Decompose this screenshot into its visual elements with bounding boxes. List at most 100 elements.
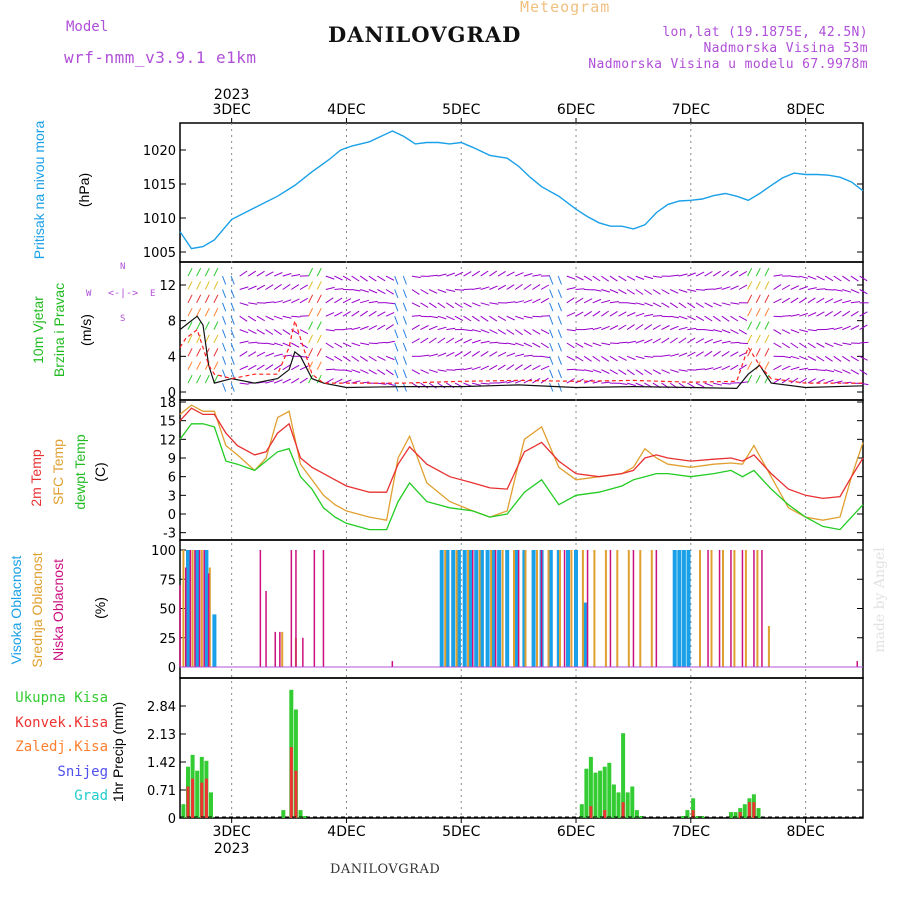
wind-arrow-314 xyxy=(480,270,489,277)
wind-arrow-172 xyxy=(351,369,361,374)
precip-bar-0-17 xyxy=(602,766,607,818)
wind-arrow-229 xyxy=(402,329,407,339)
wind-arrow-575 xyxy=(730,270,739,277)
wind-arrow-660 xyxy=(816,342,825,348)
wind-arrow-555 xyxy=(713,302,722,307)
wind-arrow-376 xyxy=(540,284,550,290)
wind-arrow-297 xyxy=(471,382,482,386)
cloud-bar-0-9 xyxy=(468,550,473,667)
wind-arrow-659 xyxy=(816,355,825,362)
wind-arrow-687 xyxy=(842,342,852,346)
wind-arrow-537 xyxy=(695,302,704,308)
wind-arrow-277 xyxy=(446,289,456,292)
ytick-label-3-2: 50 xyxy=(159,603,176,618)
wind-arrow-130 xyxy=(308,321,314,330)
wind-arrow-96 xyxy=(273,300,284,304)
cloud-bar-0-6 xyxy=(451,550,456,667)
cloud-bar-2-19 xyxy=(517,550,520,667)
ytick-label-2-2: 3 xyxy=(168,489,176,504)
wind-arrow-28 xyxy=(213,361,219,370)
precip-bar-0-22 xyxy=(625,792,630,818)
wind-arrow-678 xyxy=(833,342,843,347)
wind-arrow-412 xyxy=(575,288,585,290)
cloud-bar-1-12 xyxy=(513,550,515,667)
wind-arrow-75 xyxy=(256,342,266,344)
wind-arrow-58 xyxy=(239,329,249,334)
wind-arrow-518 xyxy=(678,315,688,320)
wind-arrow-83 xyxy=(265,352,275,357)
wind-arrow-312 xyxy=(480,302,490,306)
cloud-bar-1-24 xyxy=(650,550,653,667)
wind-arrow-689 xyxy=(842,310,851,317)
wind-arrow-529 xyxy=(687,289,697,292)
wind-arrow-1 xyxy=(187,361,193,370)
wind-arrow-64 xyxy=(248,364,257,371)
wind-arrow-420 xyxy=(583,298,593,304)
dewpoint-line xyxy=(179,423,864,531)
wind-arrow-619 xyxy=(773,284,782,290)
wind-arrow-641 xyxy=(799,355,808,361)
wind-arrow-215 xyxy=(385,275,395,281)
wind-arrow-176 xyxy=(351,310,360,317)
cloud-bar-0-15 xyxy=(505,550,510,667)
wind-arrow-402 xyxy=(566,297,575,304)
wind-arrow-206 xyxy=(377,275,386,282)
wind-arrow-574 xyxy=(730,285,739,290)
wind-arrow-133 xyxy=(308,281,314,290)
top-day-label-5: 8DEC xyxy=(786,102,825,118)
wind-arrow-86 xyxy=(265,315,274,321)
wind-arrow-459 xyxy=(626,382,636,387)
model-altitude-label: Nadmorska Visina u modelu 67.9978m xyxy=(588,57,868,72)
wind-arrow-145 xyxy=(325,368,335,371)
top-day-label-0: 3DEC xyxy=(212,102,251,118)
wind-arrow-292 xyxy=(463,329,473,332)
wind-arrow-60 xyxy=(239,302,249,306)
bottom-day-label-5: 8DEC xyxy=(786,824,825,840)
wind-arrow-554 xyxy=(712,315,721,322)
wind-arrow-542 xyxy=(704,350,713,357)
wind-arrow-664 xyxy=(816,288,826,290)
wind-arrow-146 xyxy=(325,355,335,361)
wind-arrow-608 xyxy=(764,307,770,317)
wind-arrow-304 xyxy=(472,287,482,290)
wind-arrow-246 xyxy=(420,337,429,344)
ytick-label-0-1: 1010 xyxy=(143,212,176,227)
wind-arrow-173 xyxy=(351,355,360,362)
wind-arrow-460 xyxy=(626,369,635,376)
wind-arrow-411 xyxy=(575,297,584,304)
cloud-bar-0-24 xyxy=(583,602,588,667)
wind-arrow-202 xyxy=(377,324,386,331)
wind-arrow-348 xyxy=(515,300,525,304)
wind-arrow-637 xyxy=(790,285,800,290)
wind-arrow-466 xyxy=(626,289,635,295)
wind-arrow-197 xyxy=(368,275,377,282)
wind-arrow-410 xyxy=(575,311,584,317)
wind-arrow-239 xyxy=(411,315,421,317)
wind-arrow-148 xyxy=(325,329,335,332)
wind-arrow-676 xyxy=(833,369,843,374)
wind-arrow-51 xyxy=(230,302,235,312)
wind-arrow-29 xyxy=(213,348,219,357)
wind-arrow-636 xyxy=(790,297,799,304)
cloud-bar-1-9 xyxy=(478,550,481,667)
wind-arrow-187 xyxy=(360,289,369,293)
wind-arrow-309 xyxy=(480,340,490,344)
top-day-label-4: 7DEC xyxy=(672,102,711,118)
wind-arrow-507 xyxy=(669,337,678,344)
wind-arrow-282 xyxy=(454,338,464,344)
wind-arrow-317 xyxy=(489,351,498,357)
precip-bar-0-25 xyxy=(639,816,644,818)
wind-arrow-698 xyxy=(850,310,859,317)
wind-arrow-648 xyxy=(807,378,816,384)
wind-arrow-367 xyxy=(532,284,541,290)
wind-arrow-701 xyxy=(850,275,859,282)
wind-arrow-103 xyxy=(282,329,291,336)
wind-arrow-273 xyxy=(446,337,455,344)
wind-arrow-164 xyxy=(342,355,351,362)
wind-arrow-332 xyxy=(497,270,506,277)
wind-arrow-557 xyxy=(712,270,721,277)
wind-arrow-318 xyxy=(489,341,499,344)
precip-bar-0-12 xyxy=(579,804,584,818)
wind-arrow-449 xyxy=(609,275,618,282)
wind-arrow-137 xyxy=(316,348,322,357)
